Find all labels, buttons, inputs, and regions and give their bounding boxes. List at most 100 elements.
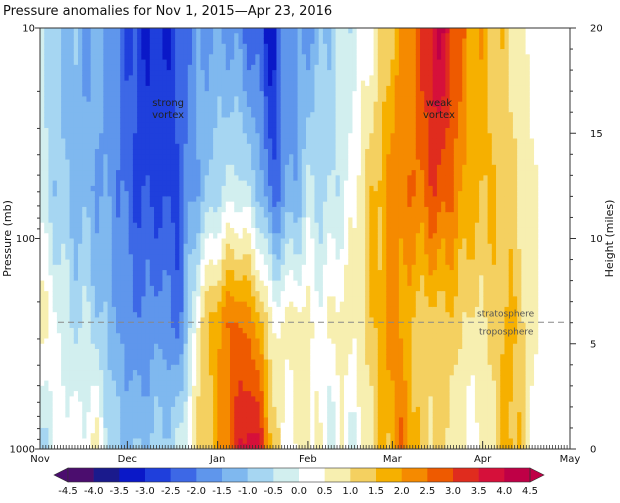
heatmap-cell bbox=[128, 375, 134, 382]
heatmap-cell bbox=[225, 380, 231, 387]
heatmap-cell bbox=[40, 322, 45, 329]
heatmap-cell bbox=[116, 159, 121, 166]
heatmap-cell bbox=[213, 70, 218, 76]
heatmap-cell bbox=[289, 138, 294, 145]
heatmap-cell bbox=[293, 43, 299, 50]
heatmap-cell bbox=[255, 222, 261, 229]
heatmap-cell bbox=[175, 375, 180, 382]
heatmap-cell bbox=[204, 38, 210, 45]
heatmap-cell bbox=[297, 85, 303, 92]
heatmap-cell bbox=[301, 85, 307, 92]
heatmap-cell bbox=[90, 49, 96, 55]
heatmap-cell bbox=[116, 185, 121, 192]
heatmap-cell bbox=[137, 438, 142, 445]
heatmap-cell bbox=[293, 206, 299, 213]
heatmap-cell bbox=[242, 417, 248, 424]
heatmap-cell bbox=[221, 422, 227, 429]
heatmap-cell bbox=[225, 422, 231, 429]
heatmap-cell bbox=[166, 159, 172, 166]
heatmap-cell bbox=[170, 417, 176, 424]
heatmap-cell bbox=[103, 54, 109, 61]
heatmap-cell bbox=[78, 64, 83, 71]
heatmap-cell bbox=[238, 127, 244, 134]
heatmap-cell bbox=[162, 222, 168, 229]
heatmap-cell bbox=[78, 438, 83, 445]
heatmap-cell bbox=[149, 185, 155, 192]
heatmap-cell bbox=[192, 406, 197, 413]
heatmap-cell bbox=[132, 49, 138, 55]
heatmap-cell bbox=[107, 33, 113, 40]
heatmap-cell bbox=[272, 259, 278, 266]
heatmap-cell bbox=[141, 343, 147, 350]
heatmap-cell bbox=[103, 249, 109, 255]
heatmap-cell bbox=[145, 296, 151, 303]
heatmap-cell bbox=[137, 191, 142, 197]
heatmap-cell bbox=[175, 159, 180, 166]
heatmap-cell bbox=[145, 180, 151, 187]
heatmap-cell bbox=[40, 364, 45, 371]
heatmap-cell bbox=[208, 327, 214, 334]
heatmap-cell bbox=[234, 143, 240, 150]
heatmap-cell bbox=[293, 170, 299, 176]
heatmap-cell bbox=[187, 206, 193, 213]
heatmap-cell bbox=[187, 280, 193, 287]
heatmap-cell bbox=[179, 243, 185, 250]
heatmap-cell bbox=[69, 164, 75, 171]
heatmap-cell bbox=[166, 396, 172, 403]
heatmap-cell bbox=[280, 275, 286, 282]
heatmap-cell bbox=[242, 380, 248, 387]
heatmap-cell bbox=[166, 422, 172, 429]
heatmap-cell bbox=[200, 349, 206, 355]
heatmap-cell bbox=[141, 254, 147, 261]
heatmap-cell bbox=[82, 333, 88, 340]
heatmap-cell bbox=[111, 217, 117, 224]
heatmap-cell bbox=[124, 417, 130, 424]
heatmap-cell bbox=[61, 306, 66, 313]
heatmap-cell bbox=[170, 401, 176, 408]
heatmap-cell bbox=[183, 391, 189, 397]
heatmap-cell bbox=[280, 343, 286, 350]
heatmap-cell bbox=[78, 370, 83, 376]
heatmap-cell bbox=[255, 28, 261, 34]
heatmap-cell bbox=[132, 396, 138, 403]
heatmap-cell bbox=[289, 364, 294, 371]
heatmap-cell bbox=[183, 354, 189, 361]
heatmap-cell bbox=[128, 28, 134, 34]
heatmap-cell bbox=[208, 185, 214, 192]
heatmap-cell bbox=[132, 375, 138, 382]
heatmap-cell bbox=[242, 43, 248, 50]
heatmap-cell bbox=[90, 364, 96, 371]
heatmap-cell bbox=[200, 127, 206, 134]
heatmap-cell bbox=[78, 85, 83, 92]
heatmap-cell bbox=[297, 364, 303, 371]
heatmap-cell bbox=[183, 164, 189, 171]
heatmap-cell bbox=[280, 149, 286, 155]
heatmap-cell bbox=[99, 301, 104, 308]
heatmap-cell bbox=[65, 96, 71, 103]
heatmap-cell bbox=[183, 49, 189, 55]
heatmap-cell bbox=[65, 385, 71, 392]
heatmap-cell bbox=[94, 406, 100, 413]
heatmap-cell bbox=[111, 28, 117, 34]
heatmap-cell bbox=[120, 359, 126, 366]
heatmap-cell bbox=[284, 306, 290, 313]
heatmap-cell bbox=[128, 327, 134, 334]
heatmap-cell bbox=[132, 412, 138, 419]
heatmap-cell bbox=[82, 401, 88, 408]
heatmap-cell bbox=[61, 280, 66, 287]
heatmap-cell bbox=[196, 133, 202, 140]
heatmap-cell bbox=[103, 280, 109, 287]
heatmap-cell bbox=[137, 164, 142, 171]
heatmap-cell bbox=[132, 206, 138, 213]
heatmap-cell bbox=[221, 317, 227, 324]
heatmap-cell bbox=[242, 54, 248, 61]
heatmap-cell bbox=[238, 343, 244, 350]
heatmap-cell bbox=[170, 64, 176, 71]
heatmap-cell bbox=[48, 143, 54, 150]
heatmap-cell bbox=[82, 143, 88, 150]
heatmap-cell bbox=[86, 117, 92, 124]
heatmap-cell bbox=[82, 159, 88, 166]
heatmap-cell bbox=[238, 264, 244, 271]
heatmap-cell bbox=[111, 301, 117, 308]
heatmap-cell bbox=[124, 412, 130, 419]
